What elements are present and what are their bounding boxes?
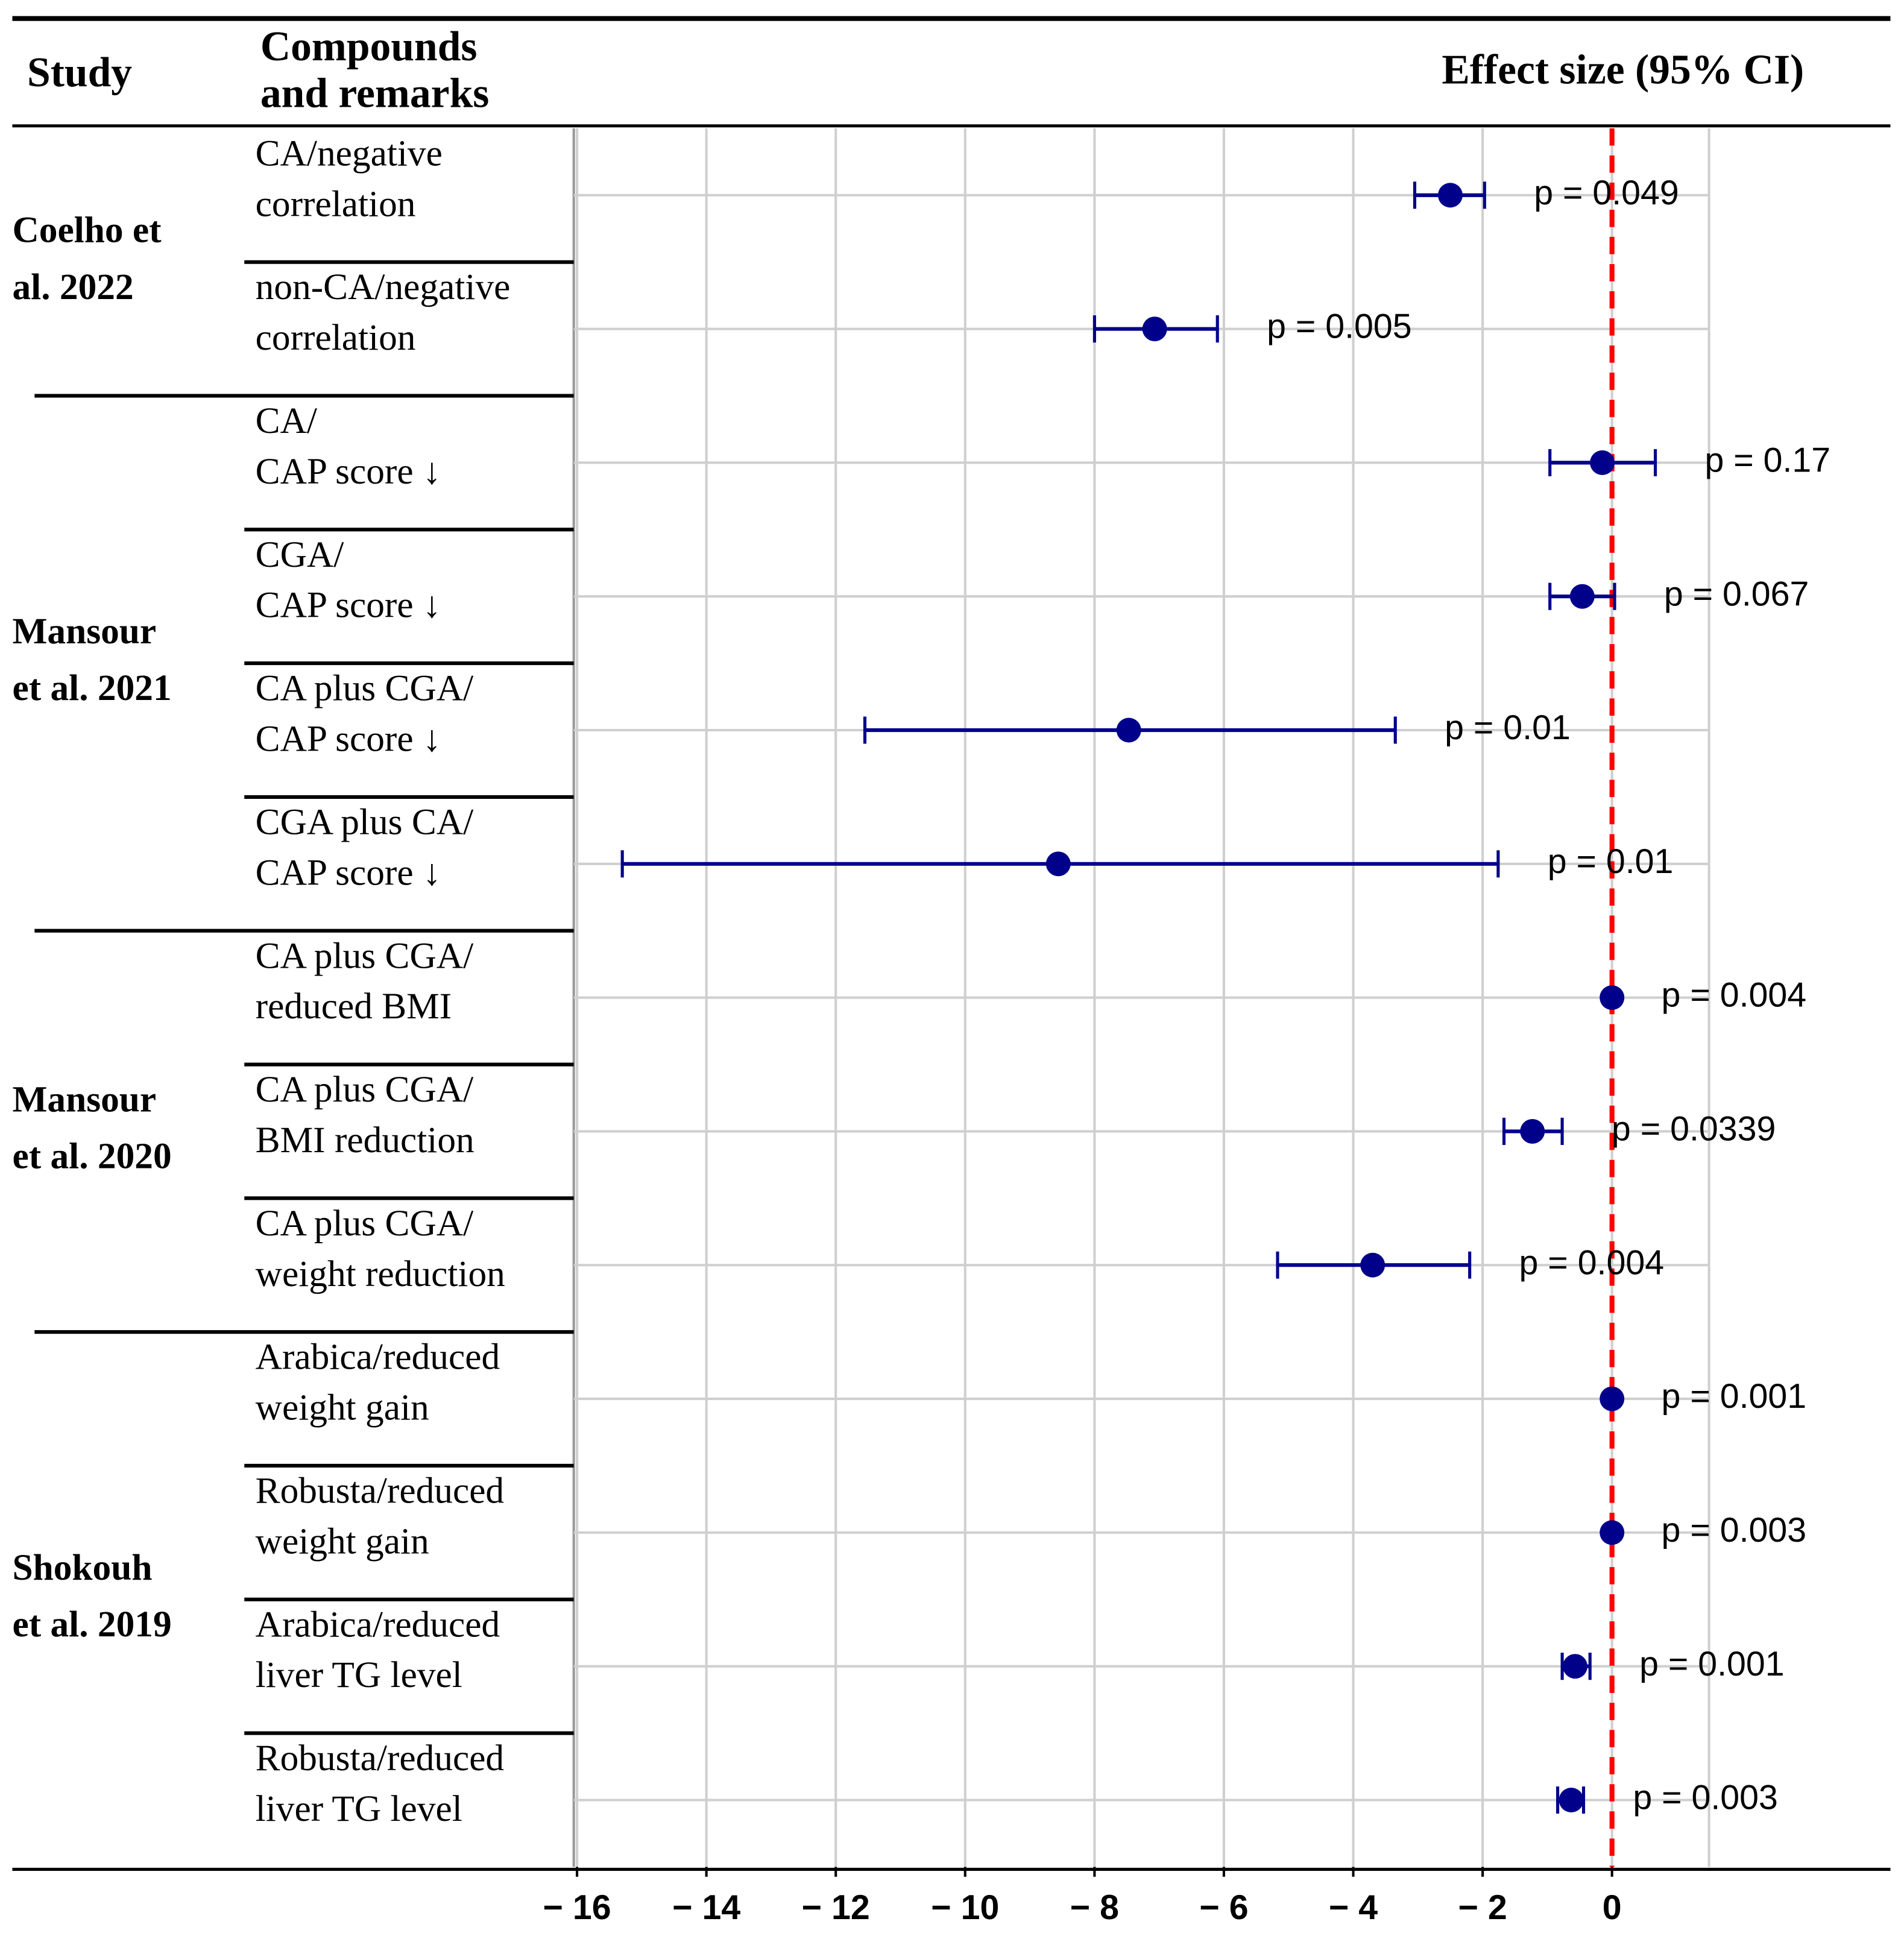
remark: CAP score ↓ xyxy=(256,585,441,626)
point xyxy=(1045,851,1071,877)
p-label: p = 0.01 xyxy=(1445,708,1571,747)
study-name: Mansour xyxy=(12,1079,156,1120)
point xyxy=(1590,450,1615,475)
p-label: p = 0.17 xyxy=(1704,441,1830,480)
x-tick-label: − 2 xyxy=(1458,1888,1507,1927)
remark: Robusta/reduced xyxy=(256,1471,504,1512)
remark: CGA/ xyxy=(256,534,345,575)
x-tick-label: − 10 xyxy=(931,1888,999,1927)
p-label: p = 0.003 xyxy=(1633,1779,1778,1817)
remark: Arabica/reduced xyxy=(256,1604,500,1645)
remark: CAP score ↓ xyxy=(256,451,441,492)
remark: CA plus CGA/ xyxy=(256,1069,474,1110)
remark: weight reduction xyxy=(256,1253,505,1294)
study-name: Shokouh xyxy=(12,1547,152,1588)
x-tick-label: − 16 xyxy=(543,1888,611,1927)
point xyxy=(1116,717,1141,743)
study-name: al. 2022 xyxy=(12,266,133,307)
point xyxy=(1563,1654,1588,1679)
remark: CAP score ↓ xyxy=(256,852,441,893)
p-label: p = 0.004 xyxy=(1519,1243,1665,1282)
p-label: p = 0.067 xyxy=(1664,575,1809,613)
x-tick-label: − 8 xyxy=(1070,1888,1119,1927)
x-tick-label: − 14 xyxy=(672,1888,740,1927)
remark: BMI reduction xyxy=(256,1120,474,1161)
remark: reduced BMI xyxy=(256,986,452,1027)
x-tick-label: 0 xyxy=(1603,1888,1622,1927)
p-label: p = 0.01 xyxy=(1548,842,1674,881)
header-study: Study xyxy=(27,49,132,96)
remark: CA plus CGA/ xyxy=(256,668,474,709)
remark: weight gain xyxy=(256,1387,429,1428)
x-tick-label: − 6 xyxy=(1199,1888,1248,1927)
study-name: et al. 2019 xyxy=(12,1604,171,1645)
remark: CA plus CGA/ xyxy=(256,935,474,976)
point xyxy=(1360,1252,1385,1278)
p-label: p = 0.0339 xyxy=(1612,1110,1776,1149)
remark: CGA plus CA/ xyxy=(256,801,474,842)
point xyxy=(1559,1788,1584,1812)
p-label: p = 0.001 xyxy=(1662,1377,1807,1416)
header-remarks: Compounds xyxy=(260,24,478,70)
point xyxy=(1600,985,1625,1011)
header-effect: Effect size (95% CI) xyxy=(1442,47,1804,93)
remark: CA/ xyxy=(256,400,318,441)
remark: Robusta/reduced xyxy=(256,1738,504,1779)
remark: correlation xyxy=(256,317,416,358)
point xyxy=(1600,1386,1625,1411)
remark: liver TG level xyxy=(256,1654,462,1695)
study-name: et al. 2020 xyxy=(12,1136,171,1177)
remark: Arabica/reduced xyxy=(256,1337,500,1378)
remark: CA/negative xyxy=(256,133,443,174)
point xyxy=(1438,183,1463,208)
p-label: p = 0.004 xyxy=(1662,976,1807,1015)
remark: correlation xyxy=(256,183,416,224)
study-name: Coelho et xyxy=(12,210,162,251)
p-label: p = 0.049 xyxy=(1534,174,1679,212)
point xyxy=(1520,1118,1545,1144)
study-name: et al. 2021 xyxy=(12,667,171,708)
p-label: p = 0.005 xyxy=(1267,307,1412,346)
study-name: Mansour xyxy=(12,611,156,652)
p-label: p = 0.001 xyxy=(1639,1645,1785,1683)
p-label: p = 0.003 xyxy=(1662,1511,1807,1550)
remark: non-CA/negative xyxy=(256,266,511,307)
remark: weight gain xyxy=(256,1521,429,1562)
x-tick-label: − 12 xyxy=(802,1888,870,1927)
point xyxy=(1569,584,1595,609)
remark: CA plus CGA/ xyxy=(256,1203,474,1244)
remark: CAP score ↓ xyxy=(256,719,441,760)
x-tick-label: − 4 xyxy=(1329,1888,1378,1927)
point xyxy=(1142,317,1167,342)
remark: liver TG level xyxy=(256,1788,462,1829)
header-remarks: and remarks xyxy=(260,71,490,117)
point xyxy=(1600,1520,1625,1545)
